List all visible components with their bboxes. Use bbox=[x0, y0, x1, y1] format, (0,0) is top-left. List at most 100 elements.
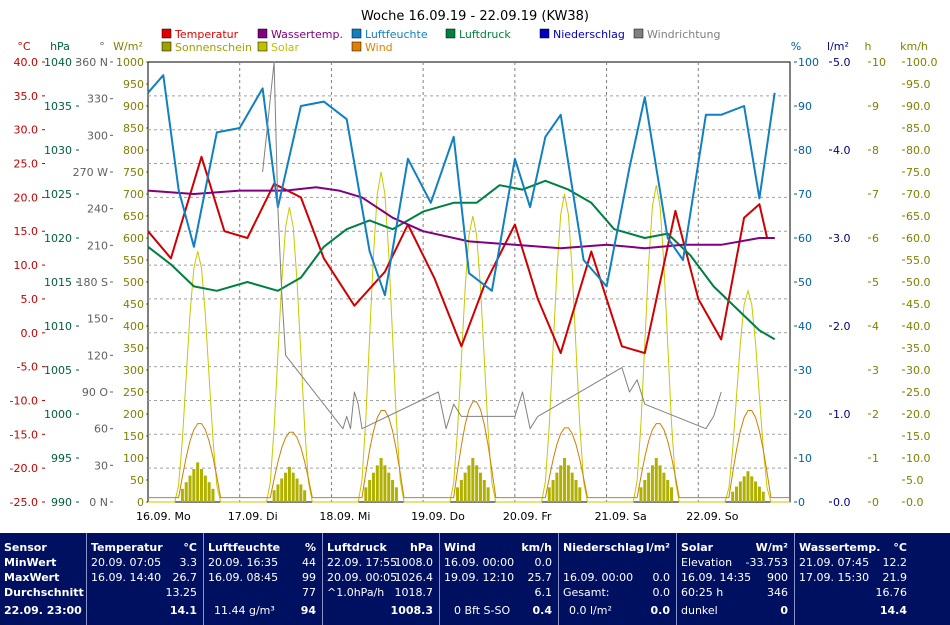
weather-chart: Woche 16.09.19 - 22.09.19 (KW38) Tempera… bbox=[10, 9, 938, 523]
sunshine-bar bbox=[463, 472, 467, 502]
wind-tick-label: 55.0 bbox=[906, 254, 931, 267]
legend-swatch bbox=[351, 28, 362, 39]
water-temp-min: 12.2 bbox=[882, 556, 908, 569]
legend-swatch bbox=[161, 28, 172, 39]
sunshine-bar bbox=[394, 487, 398, 502]
sunshine-tick-label: 10 bbox=[872, 56, 886, 69]
wind-tick-label: 95.0 bbox=[906, 78, 931, 91]
solar-line bbox=[148, 171, 790, 503]
series-line-luftdruck bbox=[147, 179, 776, 341]
wind-tick-label: 75.0 bbox=[906, 166, 931, 179]
sunshine-bar bbox=[563, 458, 567, 502]
sunshine-bar bbox=[375, 465, 379, 502]
solar-tick-label: 450 bbox=[123, 298, 144, 311]
wind_direction-tick-label: 240 bbox=[87, 203, 108, 216]
pressure-avg: 1018.7 bbox=[394, 586, 434, 599]
sunshine-bar bbox=[456, 487, 460, 502]
pressure-tick-label: 1020 bbox=[44, 232, 72, 245]
sunshine-bar bbox=[658, 465, 662, 502]
solar-tick-label: 950 bbox=[123, 78, 144, 91]
solar-tick-label: 500 bbox=[123, 276, 144, 289]
temperature-header: Temperatur bbox=[91, 541, 163, 554]
temperature-tick-label: 40.0 bbox=[14, 56, 39, 69]
water-temp-min-time: 21.09. 07:45 bbox=[799, 556, 870, 569]
temperature-tick-label: 15.0 bbox=[14, 225, 39, 238]
sunshine-tick-label: 3 bbox=[872, 364, 879, 377]
wind-tick-label: 85.0 bbox=[906, 122, 931, 135]
precipitation-unit: l/m² bbox=[645, 541, 670, 554]
precipitation-tick-label: 5.0 bbox=[833, 56, 851, 69]
x-tick-label: 20.09. Fr bbox=[503, 510, 552, 523]
temperature-tick-label: 20.0 bbox=[14, 191, 39, 204]
humidity-avg: 77 bbox=[302, 586, 316, 599]
solar-tick-label: 1000 bbox=[116, 56, 144, 69]
pressure-min-time: 22.09. 17:55 bbox=[327, 556, 398, 569]
precipitation-total-label: Gesamt: bbox=[563, 586, 610, 599]
wind-tick-label: 60.0 bbox=[906, 232, 931, 245]
sunshine-tick-label: 0 bbox=[872, 496, 879, 509]
wind-tick-label: 0.0 bbox=[906, 496, 924, 509]
humidity-tick-label: 20 bbox=[798, 408, 812, 421]
wind-direction: 0 Bft S-SO bbox=[454, 604, 511, 617]
wind_direction-tick-label: 270 W bbox=[73, 166, 108, 179]
sunshine-bar bbox=[662, 472, 666, 502]
sunshine-bar bbox=[475, 465, 479, 502]
solar-tick-label: 150 bbox=[123, 430, 144, 443]
legend-item: Luftdruck bbox=[459, 28, 511, 41]
stats-precipitation-column: Niederschlag l/m² 16.09. 00:00 0.0 Gesamt:… bbox=[559, 533, 677, 625]
solar-series bbox=[148, 171, 790, 503]
wind-tick-label: 50.0 bbox=[906, 276, 931, 289]
x-tick-label: 19.09. Do bbox=[411, 510, 465, 523]
legend-swatch bbox=[445, 28, 456, 39]
temperature-tick-label: -25.0 bbox=[10, 496, 38, 509]
humidity-tick-label: 50 bbox=[798, 276, 812, 289]
data-series bbox=[147, 61, 776, 430]
precipitation-rate: 0.0 l/m² bbox=[569, 604, 612, 617]
sunshine-bar bbox=[654, 458, 658, 502]
sunshine-bar bbox=[746, 471, 750, 502]
pressure-tick-label: 1030 bbox=[44, 144, 72, 157]
temperature-unit-label: °C bbox=[17, 40, 31, 53]
precipitation-unit-label: l/m² bbox=[827, 40, 849, 53]
wind-tick-label: 15.0 bbox=[906, 430, 931, 443]
sunshine-bar bbox=[650, 465, 654, 502]
pressure-trend: ^1.0hPa/h bbox=[327, 586, 385, 599]
precipitation-tick-label: 0.0 bbox=[833, 496, 851, 509]
wind-tick-label: 70.0 bbox=[906, 188, 931, 201]
wind_direction-tick-label: 330 bbox=[87, 93, 108, 106]
temperature-min: 3.3 bbox=[179, 556, 198, 569]
row-label-current: 22.09. 23:00 bbox=[4, 604, 82, 617]
wind_direction-tick-label: 150 bbox=[87, 313, 108, 326]
humidity-tick-label: 100 bbox=[798, 56, 819, 69]
temperature-tick-label: -10.0 bbox=[10, 394, 38, 407]
sunshine-tick-label: 4 bbox=[872, 320, 879, 333]
row-label-max: MaxWert bbox=[4, 571, 60, 584]
wind-tick-label: 80.0 bbox=[906, 144, 931, 157]
series-line-wassertemp bbox=[147, 186, 775, 250]
sunshine-bar bbox=[578, 487, 582, 502]
solar-max-time: 16.09. 14:35 bbox=[681, 571, 752, 584]
precipitation-current: 0.0 bbox=[650, 604, 671, 617]
sunshine-bar bbox=[551, 480, 555, 502]
wind_direction-tick-label: 300 bbox=[87, 129, 108, 142]
wind-tick-label: 100.0 bbox=[906, 56, 938, 69]
pressure-current: 1008.3 bbox=[390, 604, 433, 617]
stats-wind-column: Wind km/h 16.09. 00:00 0.0 19.09. 12:10 25.… bbox=[440, 533, 559, 625]
stats-solar-column: Solar W/m² Elevation -33.753 16.09. 14:35 9… bbox=[677, 533, 795, 625]
temperature-tick-label: -5.0 bbox=[17, 361, 38, 374]
humidity-tick-label: 90 bbox=[798, 100, 812, 113]
sunshine-bar bbox=[180, 488, 184, 502]
sunshine-bar bbox=[459, 480, 463, 502]
wind-tick-label: 5.0 bbox=[906, 474, 924, 487]
statistics-panel: Sensor MinWert MaxWert Durchschnitt 22.0… bbox=[0, 533, 950, 625]
legend-item: Wassertemp. bbox=[271, 28, 343, 41]
sunshine-bar bbox=[299, 484, 303, 502]
water-temp-max: 21.9 bbox=[882, 571, 908, 584]
temperature-tick-label: -20.0 bbox=[10, 462, 38, 475]
sunshine-bar bbox=[371, 472, 375, 502]
humidity-unit-label: % bbox=[791, 40, 801, 53]
wind-min: 0.0 bbox=[534, 556, 553, 569]
humidity-tick-label: 40 bbox=[798, 320, 812, 333]
pressure-tick-label: 1000 bbox=[44, 408, 72, 421]
stats-pressure-column: Luftdruck hPa 22.09. 17:55 1008.0 20.09. 0… bbox=[323, 533, 440, 625]
